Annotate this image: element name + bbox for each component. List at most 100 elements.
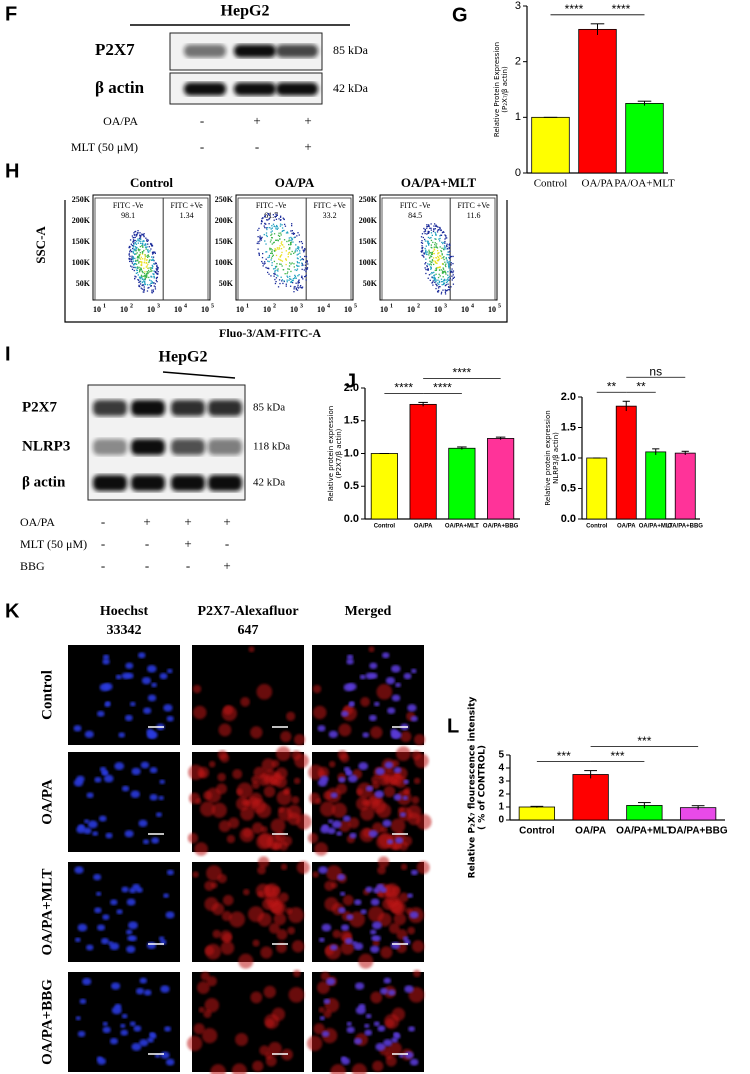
flow-event — [305, 271, 307, 273]
flow-event — [144, 280, 146, 283]
flow-event — [265, 258, 267, 260]
flow-event — [261, 219, 263, 222]
flow-event — [137, 255, 139, 258]
flow-event — [441, 247, 443, 249]
red-stain — [414, 734, 426, 746]
flow-event — [443, 258, 445, 261]
flow-event — [143, 289, 145, 291]
flow-event — [307, 263, 309, 265]
flow-event — [438, 266, 440, 269]
flow-event — [271, 252, 273, 254]
flow-event — [134, 263, 136, 265]
flow-event — [152, 290, 155, 293]
flow-event — [265, 232, 268, 234]
flow-event — [287, 256, 289, 258]
flow-event — [440, 269, 443, 271]
nucleus — [99, 683, 110, 692]
flow-event — [136, 267, 138, 269]
nucleus — [137, 652, 146, 659]
flow-event — [259, 240, 261, 242]
flow-event — [301, 275, 303, 277]
panel-letter: G — [452, 4, 468, 26]
flow-event — [289, 246, 291, 249]
red-stain — [368, 646, 375, 653]
nucleus — [77, 923, 88, 932]
flow-event — [434, 281, 436, 284]
bar — [586, 457, 608, 520]
flow-event — [151, 282, 154, 284]
red-stain — [192, 684, 202, 694]
flow-x-tick-exponent: 4 — [327, 303, 330, 309]
flow-event — [276, 214, 278, 216]
flow-event — [271, 236, 273, 239]
flow-event — [437, 259, 440, 262]
flow-event — [279, 245, 281, 247]
nucleus — [342, 815, 351, 822]
flow-event — [265, 243, 267, 245]
flow-x-tick-exponent: 5 — [498, 303, 501, 309]
flow-event — [271, 243, 273, 245]
flow-event — [135, 253, 137, 255]
flow-event — [271, 225, 273, 227]
flow-event — [267, 260, 269, 262]
flow-event — [141, 258, 144, 260]
flow-event — [156, 265, 158, 267]
flow-event — [130, 250, 133, 253]
flow-event — [271, 227, 273, 229]
nucleus — [93, 873, 102, 881]
flow-event — [445, 273, 447, 275]
flow-event — [145, 266, 147, 268]
flow-event — [424, 267, 426, 269]
x-tick-label: PA/OA+MLT — [614, 178, 675, 190]
flow-event — [153, 285, 155, 287]
flow-event — [432, 277, 434, 279]
red-stain — [201, 1027, 218, 1044]
red-stain — [194, 842, 208, 856]
flow-event — [428, 249, 430, 251]
flow-event — [275, 215, 277, 217]
flow-event — [439, 237, 441, 240]
flow-event — [303, 251, 305, 253]
flow-event — [142, 280, 145, 282]
flow-event — [287, 253, 289, 255]
flow-event — [446, 281, 449, 283]
flow-event — [139, 238, 141, 240]
flow-event — [301, 242, 304, 245]
nucleus — [146, 941, 157, 950]
flow-event — [283, 229, 285, 232]
flow-event — [293, 232, 296, 235]
flow-event — [286, 275, 288, 277]
flow-event — [435, 267, 438, 269]
treatment-sign: + — [184, 514, 191, 529]
nucleus — [128, 921, 138, 930]
flow-event — [275, 226, 277, 228]
flow-event — [144, 277, 147, 279]
protein-label: β actin — [95, 78, 145, 97]
flow-x-tick: 10 — [120, 305, 128, 314]
flow-event — [426, 265, 428, 267]
flow-event — [278, 246, 280, 249]
flow-event — [276, 247, 279, 249]
flow-event — [258, 227, 260, 230]
flow-event — [139, 237, 141, 240]
flow-x-tick-exponent: 4 — [471, 303, 474, 309]
flow-event — [133, 234, 135, 236]
flow-x-tick-exponent: 3 — [444, 303, 447, 309]
flow-event — [140, 236, 142, 238]
red-stain — [257, 856, 270, 868]
flow-event — [280, 255, 282, 257]
flow-y-tick: 250K — [359, 195, 378, 204]
red-stain — [331, 802, 347, 818]
flow-event — [285, 232, 288, 234]
red-stain — [385, 1055, 397, 1067]
flow-event — [265, 223, 267, 225]
flow-event — [443, 270, 445, 273]
red-stain — [260, 946, 273, 959]
flow-event — [446, 245, 448, 248]
flow-event — [151, 264, 153, 267]
flow-event — [278, 279, 281, 281]
nucleus — [393, 1033, 401, 1039]
flow-event — [447, 251, 449, 253]
flow-x-tick-exponent: 1 — [103, 303, 106, 309]
x-tick-label: OA/PA+BBG — [668, 524, 704, 530]
